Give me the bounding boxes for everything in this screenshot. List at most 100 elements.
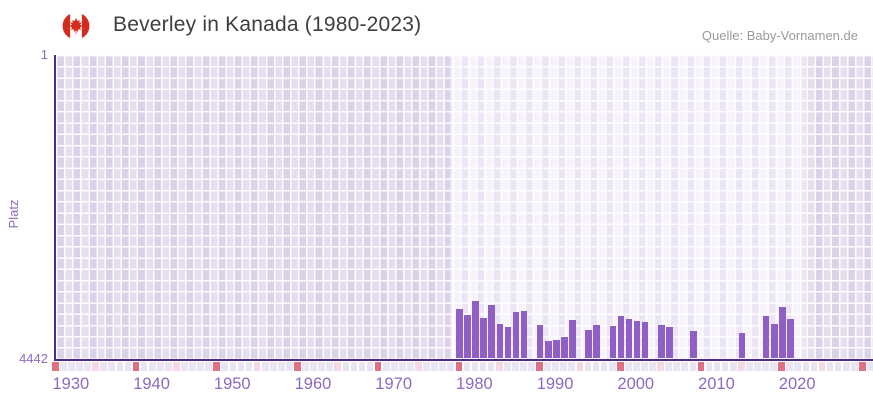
rank-bar-1984[interactable] — [488, 304, 496, 359]
rank-bar-2018[interactable] — [762, 316, 770, 359]
year-marker-cell — [447, 362, 455, 371]
rank-bar-1992[interactable] — [553, 339, 560, 359]
year-marker-cell — [511, 362, 519, 371]
canada-flag-icon — [62, 12, 90, 40]
year-marker-cell — [471, 362, 479, 371]
year-marker-cell — [713, 362, 721, 371]
rank-bar-2015[interactable] — [738, 333, 746, 359]
year-marker-cell — [326, 362, 334, 371]
year-marker-cell — [544, 362, 551, 371]
year-marker-cell — [358, 362, 366, 371]
x-tick-label-1960: 1960 — [294, 375, 332, 393]
rank-bar-1994[interactable] — [569, 320, 576, 359]
year-marker-cell — [859, 362, 866, 371]
canada-flag-svg — [62, 12, 90, 40]
rank-bar-1980[interactable] — [456, 309, 463, 359]
year-marker-cell — [867, 362, 873, 371]
year-marker-cell — [116, 362, 124, 371]
year-marker-cell — [786, 362, 794, 371]
rank-bar-2001[interactable] — [625, 318, 633, 359]
y-axis-title: Platz — [6, 199, 21, 229]
year-marker-cell — [479, 362, 487, 371]
rank-bar-2005[interactable] — [657, 325, 665, 359]
rank-bar-1988[interactable] — [520, 310, 528, 359]
year-marker-cell — [641, 362, 648, 371]
rank-bar-1985[interactable] — [496, 323, 504, 359]
year-marker-cell — [261, 362, 269, 371]
rank-bar-2020[interactable] — [779, 307, 786, 359]
year-marker-cell — [318, 362, 325, 371]
x-axis-line — [54, 358, 873, 361]
rank-bar-1996[interactable] — [585, 330, 592, 359]
year-marker-cell — [173, 362, 180, 371]
year-marker-cell — [286, 362, 293, 371]
year-marker-cell — [794, 362, 802, 371]
year-marker-cell — [423, 362, 430, 371]
year-marker-cell — [399, 362, 406, 371]
year-marker-cell — [350, 362, 358, 371]
rank-bar-1986[interactable] — [504, 326, 512, 359]
year-marker-cell — [277, 362, 285, 371]
year-marker-cell — [302, 362, 309, 371]
year-marker-cell — [826, 362, 834, 371]
rank-bar-2019[interactable] — [770, 323, 778, 359]
year-marker-cell — [850, 362, 858, 371]
highlight-band — [450, 55, 806, 359]
year-marker-cell — [633, 362, 640, 371]
x-tick-label-1970: 1970 — [375, 375, 413, 393]
rank-bar-2000[interactable] — [617, 316, 625, 359]
year-marker-cell — [415, 362, 422, 371]
year-marker-cell — [697, 362, 705, 371]
rank-bar-2003[interactable] — [641, 321, 649, 359]
year-marker-cell — [92, 362, 100, 371]
year-marker-cell — [503, 362, 511, 371]
year-marker-cell — [253, 362, 261, 371]
rank-bar-1983[interactable] — [480, 318, 487, 359]
year-marker-cell — [294, 362, 301, 371]
year-marker-cell — [842, 362, 850, 371]
year-marker-cell — [584, 362, 592, 371]
year-marker-cell — [673, 362, 681, 371]
year-marker-cell — [487, 362, 495, 371]
year-marker-cell — [431, 362, 438, 371]
year-marker-cell — [189, 362, 196, 371]
rank-bar-1991[interactable] — [544, 341, 552, 359]
year-marker-cell — [245, 362, 253, 371]
year-marker-cell — [124, 362, 132, 371]
y-axis-line — [54, 55, 56, 361]
rank-bar-2009[interactable] — [690, 331, 697, 359]
rank-bar-1990[interactable] — [536, 324, 544, 359]
year-marker-cell — [407, 362, 414, 371]
rank-bar-1993[interactable] — [561, 336, 568, 359]
year-marker-cell — [778, 362, 785, 371]
rank-bar-2002[interactable] — [633, 321, 641, 359]
y-tick-top: 1 — [40, 47, 48, 62]
year-marker-cell — [520, 362, 527, 371]
year-marker-cell — [552, 362, 560, 371]
x-tick-label-1980: 1980 — [456, 375, 493, 393]
year-marker-cell — [76, 362, 83, 371]
year-marker-cell — [834, 362, 842, 371]
rank-bar-1981[interactable] — [464, 314, 471, 359]
year-marker-cell — [366, 362, 374, 371]
year-marker-cell — [810, 362, 818, 371]
rank-bar-2021[interactable] — [787, 318, 794, 359]
rank-bar-1982[interactable] — [472, 300, 479, 359]
year-marker-cell — [382, 362, 390, 371]
year-marker-cell — [140, 362, 148, 371]
year-marker-cell — [148, 362, 156, 371]
year-marker-cell — [616, 362, 624, 371]
year-marker-cell — [205, 362, 213, 371]
year-marker-cell — [390, 362, 398, 371]
rank-bar-1997[interactable] — [593, 325, 600, 359]
year-marker-cell — [624, 362, 632, 371]
year-marker-cell — [164, 362, 172, 371]
rank-bar-1987[interactable] — [512, 312, 520, 359]
x-tick-label-1940: 1940 — [133, 375, 170, 393]
rank-bar-1999[interactable] — [609, 326, 617, 359]
year-marker-cell — [608, 362, 616, 371]
x-tick-label-2020: 2020 — [778, 375, 816, 393]
year-marker-cell — [600, 362, 608, 371]
rank-bar-2006[interactable] — [666, 326, 673, 359]
